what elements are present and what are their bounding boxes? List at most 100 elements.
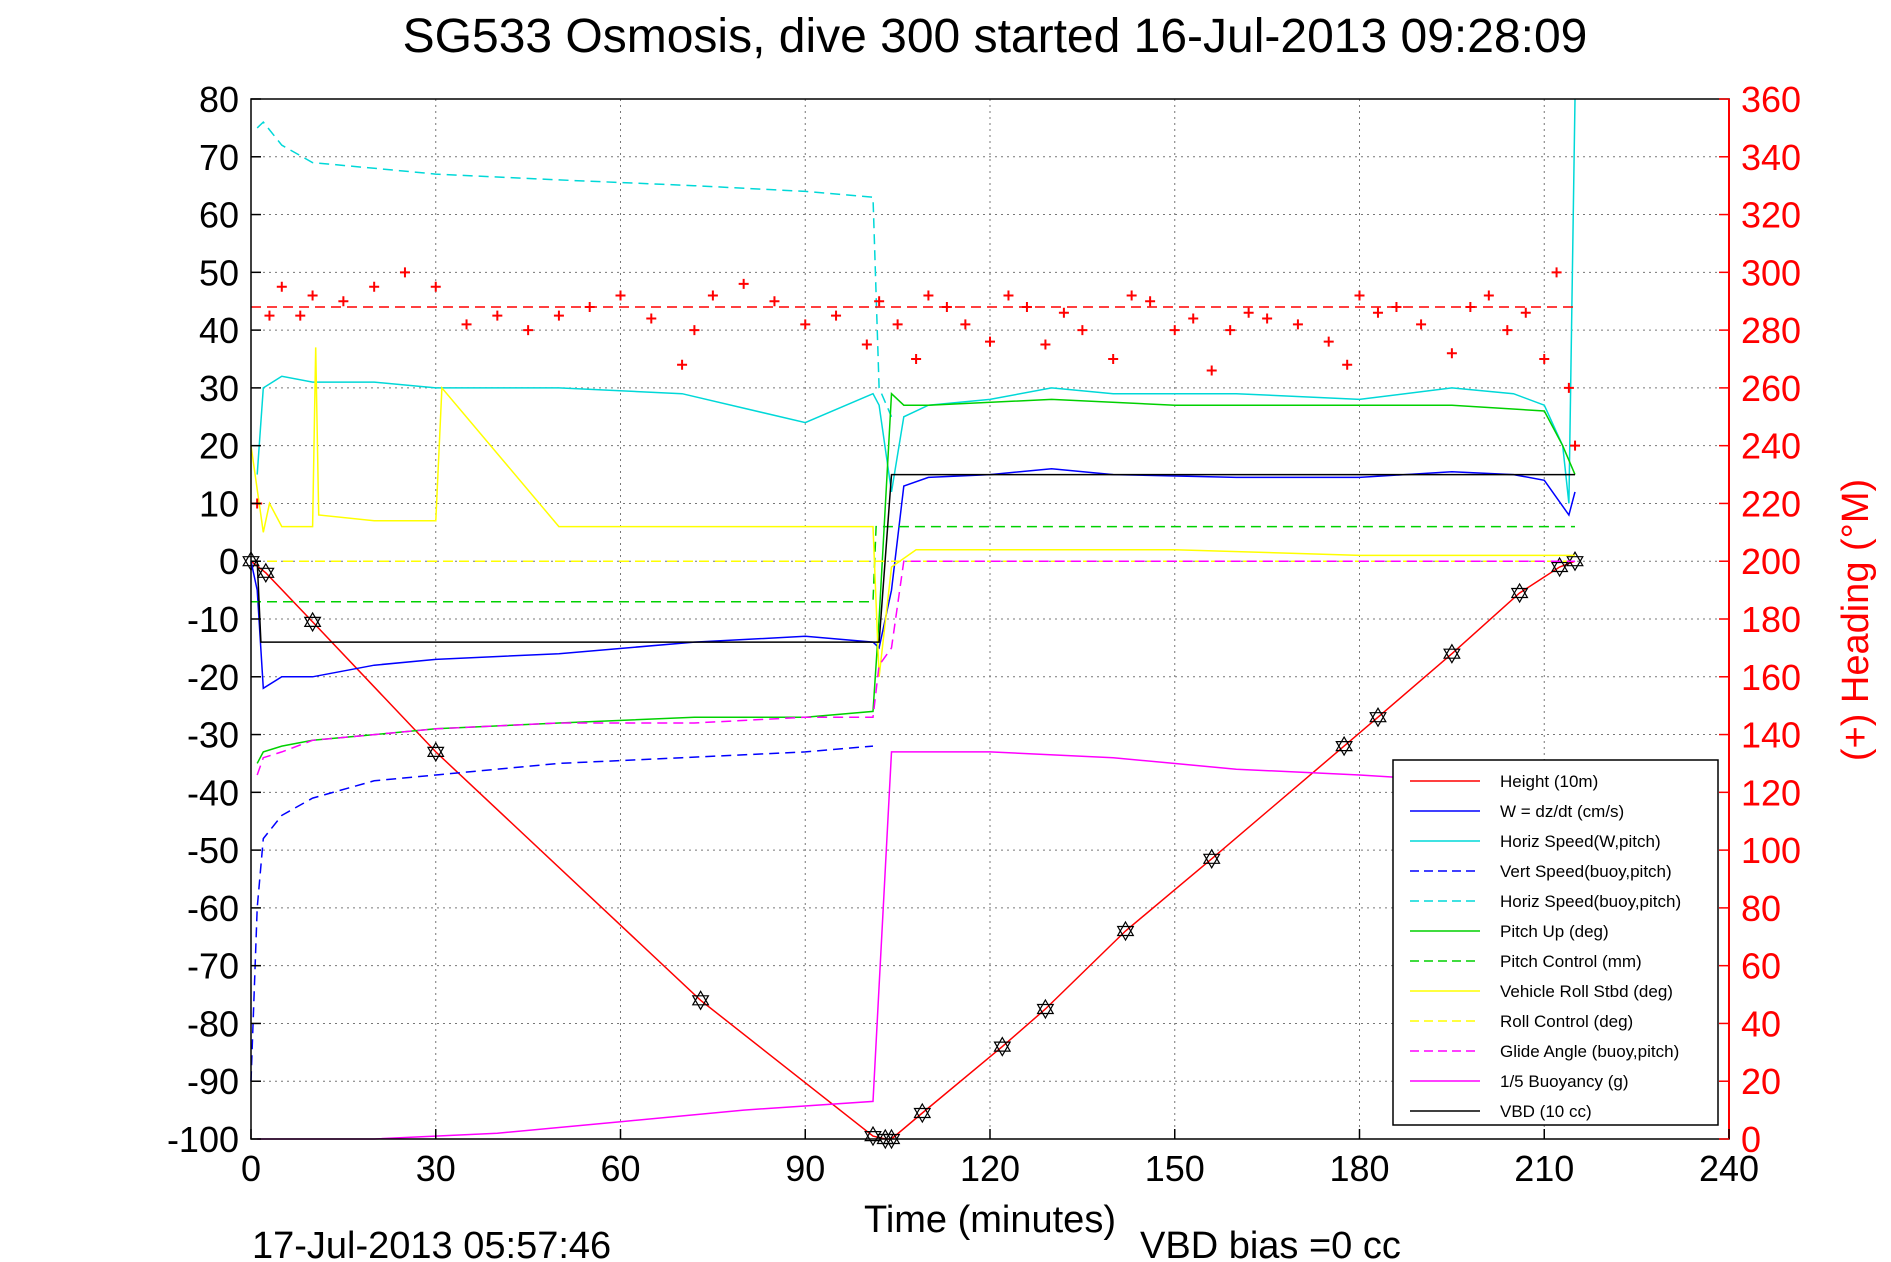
series-1-5-buoyancy-g [257, 751, 1452, 1140]
series-horiz-speed-w-pitch [256, 98, 1576, 504]
heading-point [1206, 365, 1217, 376]
y-left-tick-label: 50 [199, 252, 239, 293]
heading-point [1551, 267, 1562, 278]
heading-point [831, 310, 842, 321]
heading-point [769, 296, 780, 307]
height-10m-point [1443, 643, 1461, 664]
y-left-tick-label: 60 [199, 195, 239, 236]
heading-point [1563, 382, 1574, 393]
height-10m-point-down [913, 1107, 932, 1124]
heading-point [369, 281, 380, 292]
series-w-dz-dt-cm-s [250, 468, 1576, 690]
heading-point [874, 296, 885, 307]
y-left-tick-label: 30 [199, 368, 239, 409]
heading-point [1145, 296, 1156, 307]
height-10m-point-down [1116, 925, 1135, 942]
legend-label: W = dz/dt (cm/s) [1500, 802, 1624, 821]
heading-point [1077, 325, 1088, 336]
heading-point [646, 313, 657, 324]
heading-point [1021, 302, 1032, 312]
height-10m-line [250, 560, 1576, 1140]
y-right-tick-label: 40 [1741, 1003, 1781, 1044]
height-10m-point [1566, 551, 1584, 572]
heading-point [985, 336, 995, 347]
y-right-tick-label: 260 [1741, 368, 1801, 409]
height-10m-point [913, 1102, 932, 1124]
height-10m-point-up [1369, 707, 1387, 723]
height-10m-point [1369, 707, 1387, 728]
heading-point [911, 354, 922, 364]
height-10m-point-down [303, 616, 322, 633]
series-glide-angle-buoy-pitch [256, 560, 1575, 776]
y-right-tick-label: 140 [1741, 715, 1801, 756]
y-right-tick-label: 0 [1741, 1119, 1761, 1160]
heading-point [1502, 325, 1513, 336]
series-vehicle-roll-stbd-deg [250, 347, 1575, 677]
heading-point [1243, 307, 1254, 318]
legend-label: Height (10m) [1500, 772, 1598, 791]
series-height-10m [242, 551, 1584, 1150]
legend-label: VBD (10 cc) [1500, 1102, 1592, 1121]
right-axis-label: (+) Heading (°M) [1835, 479, 1877, 761]
x-tick-label: 90 [785, 1148, 825, 1189]
heading-point [1188, 313, 1199, 324]
y-right-tick-label: 100 [1741, 830, 1801, 871]
y-right-tick-label: 180 [1741, 599, 1801, 640]
height-10m-point-down [993, 1041, 1012, 1057]
legend-label: Pitch Control (mm) [1500, 952, 1642, 971]
pitch-up-deg-line [256, 392, 1576, 764]
height-10m-point-up [993, 1036, 1012, 1052]
height-10m-point [882, 1128, 901, 1150]
series-horiz-speed-buoy-pitch [256, 120, 893, 418]
height-10m-point-up [1443, 643, 1461, 659]
y-right-tick-label: 280 [1741, 310, 1801, 351]
footer-timestamp: 17-Jul-2013 05:57:46 [252, 1225, 611, 1262]
pitch-control-mm-line [251, 525, 1575, 603]
heading-point [677, 359, 688, 370]
heading-point [1391, 302, 1402, 312]
left-axis-ticks: 80 70 60 50 40 30 20 10 0 -10 -20 -30 -40 -50 -60 -70 -8… [167, 79, 261, 1160]
height-10m-point-down [691, 995, 710, 1011]
height-10m-point-up [913, 1102, 932, 1119]
heading-point [1372, 307, 1383, 318]
series-vbd-10-cc [251, 473, 1575, 643]
height-10m-point [1335, 735, 1353, 757]
heading-point [1342, 359, 1353, 370]
y-right-tick-label: 80 [1741, 888, 1781, 929]
horiz-speed-w-pitch-line [256, 98, 1576, 504]
x-tick-label: 120 [960, 1148, 1020, 1189]
heading-point [1169, 325, 1180, 336]
height-10m-point-up [1036, 998, 1055, 1015]
horiz-speed-buoy-pitch-line [256, 120, 893, 418]
series-heading [252, 267, 1581, 509]
heading-point [738, 278, 749, 289]
y-right-tick-label: 200 [1741, 541, 1801, 582]
legend-box [1392, 759, 1719, 1126]
heading-point [338, 296, 349, 307]
heading-point [1003, 290, 1014, 301]
x-tick-label: 30 [416, 1148, 456, 1189]
heading-point [1323, 336, 1334, 347]
heading-point [399, 267, 410, 278]
y-left-tick-label: -50 [187, 830, 239, 871]
heading-point [615, 290, 626, 301]
x-axis-label: Time (minutes) [864, 1199, 1116, 1241]
heading-point [276, 281, 287, 292]
heading-point [1570, 440, 1581, 451]
y-left-tick-label: 80 [199, 79, 239, 120]
y-left-tick-label: -10 [187, 599, 239, 640]
heading-point [584, 302, 595, 312]
heading-point [461, 319, 472, 330]
series-layer [242, 98, 1584, 1150]
y-left-tick-label: 70 [199, 137, 239, 178]
vbd-10-cc-line [251, 473, 1575, 643]
height-10m-point-down [426, 746, 445, 763]
y-right-tick-label: 240 [1741, 426, 1801, 467]
heading-point [941, 302, 952, 312]
y-left-tick-label: -80 [187, 1003, 239, 1044]
x-tick-label: 150 [1145, 1148, 1205, 1189]
height-10m-point [1510, 582, 1529, 604]
legend-label: 1/5 Buoyancy (g) [1500, 1072, 1629, 1091]
heading-point [1262, 313, 1273, 324]
